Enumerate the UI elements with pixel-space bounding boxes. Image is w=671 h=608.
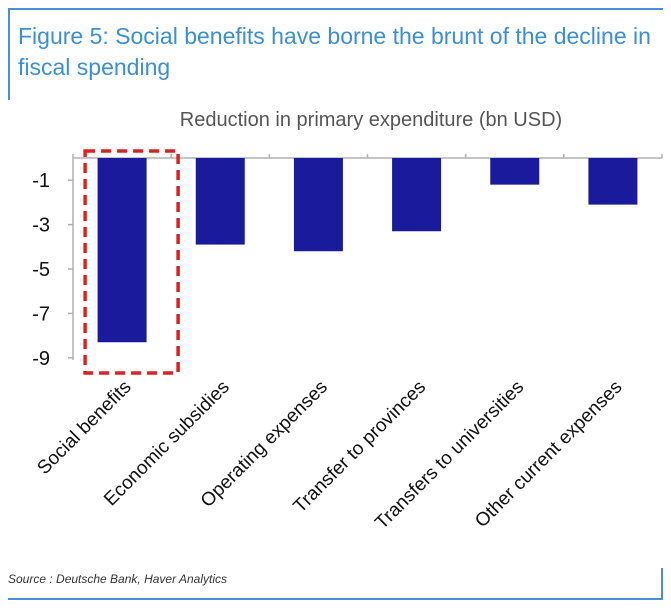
y-tick-label: -9 (32, 348, 50, 370)
y-axis: -1 -3 -5 -7 -9 (32, 154, 663, 370)
highlight-box (83, 149, 180, 375)
y-tick-label: -7 (32, 303, 50, 325)
bar (195, 158, 245, 245)
bar (293, 158, 343, 252)
frame-right-border (661, 568, 663, 600)
x-tick-label: Social benefits (33, 377, 135, 479)
y-tick-label: -5 (32, 259, 50, 281)
y-tick-label: -3 (32, 215, 50, 237)
frame-top-border (8, 8, 663, 10)
source-note: Source : Deutsche Bank, Haver Analytics (8, 572, 227, 586)
bar (588, 158, 638, 205)
bar (97, 158, 147, 343)
bar (490, 158, 540, 185)
frame-bottom-border (8, 598, 663, 600)
chart-title: Reduction in primary expenditure (bn USD… (180, 109, 562, 131)
frame-left-border (8, 8, 10, 100)
y-tick-label: -1 (32, 170, 50, 192)
figure-title: Figure 5: Social benefits have borne the… (18, 23, 651, 80)
bars (97, 158, 638, 343)
bar (392, 158, 442, 232)
